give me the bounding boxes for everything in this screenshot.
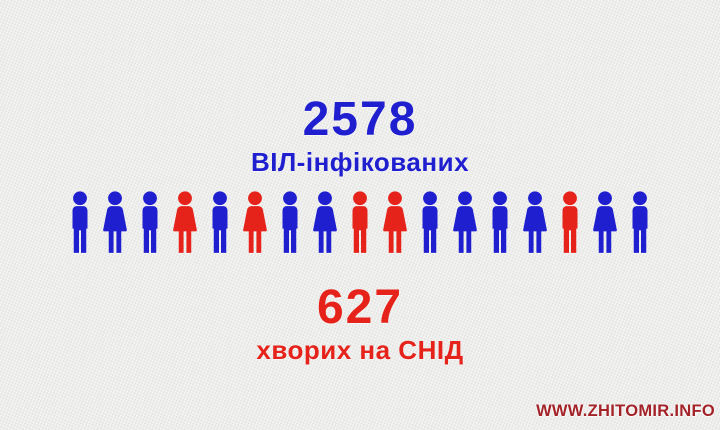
person-icon-female — [170, 190, 200, 254]
site-watermark: WWW.ZHITOMIR.INFO — [536, 402, 715, 420]
person-icon-male — [205, 190, 235, 254]
person-icon-female — [310, 190, 340, 254]
person-icon-male — [625, 190, 655, 254]
aids-stat-block: 627 хворих на СНІД — [0, 281, 720, 365]
aids-label: хворих на СНІД — [256, 335, 464, 365]
aids-count: 627 — [316, 281, 404, 334]
hiv-count: 2578 — [302, 93, 418, 146]
person-icon-female — [450, 190, 480, 254]
person-icon-male — [415, 190, 445, 254]
people-pictogram-row — [0, 190, 720, 254]
person-icon-female — [100, 190, 130, 254]
person-icon-male — [65, 190, 95, 254]
person-icon-female — [240, 190, 270, 254]
person-icon-female — [520, 190, 550, 254]
person-icon-male — [345, 190, 375, 254]
hiv-stat-block: 2578 ВІЛ-інфікованих — [0, 93, 720, 177]
person-icon-male — [555, 190, 585, 254]
hiv-label: ВІЛ-інфікованих — [250, 147, 470, 177]
person-icon-male — [275, 190, 305, 254]
person-icon-female — [380, 190, 410, 254]
person-icon-male — [135, 190, 165, 254]
person-icon-female — [590, 190, 620, 254]
person-icon-male — [485, 190, 515, 254]
